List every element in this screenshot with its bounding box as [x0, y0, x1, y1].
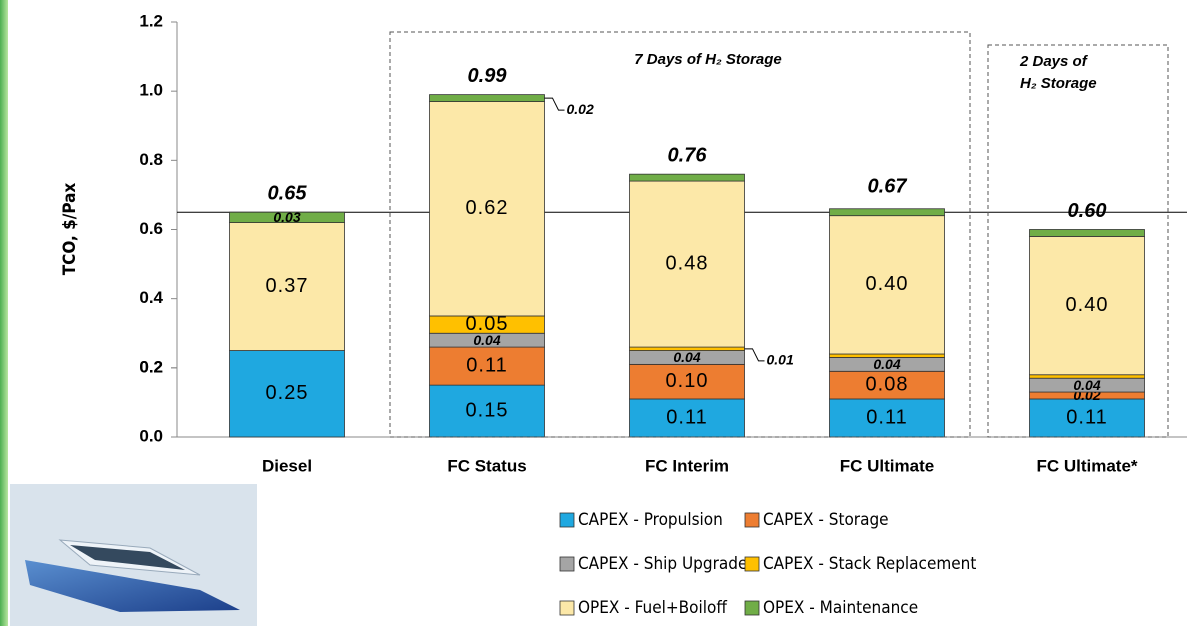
bar-segment: [829, 370, 945, 400]
y-tick-label: 0.0: [139, 426, 163, 445]
bar-segment: [429, 94, 545, 102]
bar-segment: [829, 353, 945, 358]
bar-segment: [829, 215, 945, 355]
value-label: 0.11: [466, 354, 507, 376]
total-label: 0.67: [868, 176, 908, 198]
ship-windows: [70, 545, 185, 570]
value-label: 0.11: [1066, 406, 1107, 428]
group-box: [987, 44, 1169, 438]
bar-segment: [1029, 236, 1145, 376]
annotation: H₂ Storage: [1020, 75, 1097, 92]
callout-line: [744, 348, 765, 362]
y-tick-label: 0.2: [139, 357, 163, 376]
bar-segment: [229, 222, 345, 351]
page-edge: [0, 0, 8, 626]
bar-segment: [1029, 229, 1145, 237]
y-tick-label: 0.8: [139, 150, 163, 169]
value-label: 0.04: [1073, 377, 1100, 393]
value-label: 0.04: [673, 349, 700, 365]
value-label: 0.04: [873, 356, 900, 372]
callout-line: [544, 97, 565, 111]
y-tick-label: 0.2: [139, 357, 163, 376]
legend-swatch: [559, 512, 575, 528]
bar-segment: [1029, 398, 1145, 438]
bar-segment: [429, 384, 545, 438]
ship-hull: [25, 560, 240, 612]
legend-label: CAPEX - Ship Upgrade: [578, 554, 747, 574]
y-tick-label: 1.2: [139, 11, 163, 30]
y-axis-label: TCO, $/Pax: [60, 183, 80, 276]
annotation: 7 Days of H₂ Storage: [634, 51, 781, 68]
bar-segment: [629, 346, 745, 351]
value-label: 0.40: [866, 273, 909, 295]
plot: 0.00.20.40.60.81.00.21.2Diesel0.250.370.…: [139, 11, 1187, 475]
y-tick-label: 1.0: [139, 81, 163, 100]
value-label: 0.11: [866, 406, 907, 428]
x-tick-label: FC Status: [447, 456, 526, 475]
bar-segment: [229, 211, 345, 223]
value-label: 0.25: [266, 382, 309, 404]
bar-segment: [229, 350, 345, 438]
bar-segment: [629, 363, 745, 400]
total-label: 0.99: [468, 65, 508, 87]
annotation: 2 Days of: [1019, 53, 1089, 70]
total-label: 0.76: [668, 144, 708, 166]
total-label: 0.60: [1068, 200, 1107, 222]
value-label: 0.37: [266, 275, 309, 297]
value-label: 0.01: [767, 352, 794, 368]
value-label: 0.11: [666, 406, 707, 428]
total-label: 0.65: [268, 182, 308, 204]
legend-label: OPEX - Maintenance: [763, 598, 918, 618]
y-tick-label: 0.6: [139, 219, 163, 238]
value-label: 0.04: [473, 332, 500, 348]
value-label: 0.08: [866, 373, 909, 395]
legend-swatch: [744, 600, 760, 616]
value-label: 0.15: [466, 399, 509, 421]
value-label: 0.62: [466, 197, 509, 219]
legend-label: OPEX - Fuel+Boiloff: [578, 598, 727, 618]
value-label: 0.02: [567, 101, 594, 117]
legend-label: CAPEX - Stack Replacement: [763, 554, 976, 574]
bar-segment: [429, 101, 545, 317]
legend-swatch: [744, 556, 760, 572]
legend-label: CAPEX - Storage: [763, 510, 889, 530]
bar-segment: [429, 346, 545, 386]
bar-segment: [629, 173, 745, 182]
bar-segment: [629, 180, 745, 348]
x-tick-label: FC Ultimate: [840, 456, 934, 475]
legend-swatch: [559, 556, 575, 572]
value-label: 0.40: [1066, 294, 1109, 316]
bar-segment: [1029, 374, 1145, 379]
x-tick-label: FC Interim: [645, 456, 729, 475]
value-label: 0.10: [666, 370, 709, 392]
x-tick-label: FC Ultimate*: [1036, 456, 1137, 475]
value-label: 0.05: [466, 313, 509, 335]
legend-swatch: [744, 512, 760, 528]
x-tick-label: Diesel: [262, 456, 312, 475]
bar-segment: [829, 208, 945, 217]
group-box: [389, 31, 971, 438]
y-tick-label: 0.4: [139, 288, 163, 307]
value-label: 0.03: [273, 209, 300, 225]
legend-label: CAPEX - Propulsion: [578, 510, 723, 530]
ship-image: [10, 484, 257, 626]
legend-swatch: [559, 600, 575, 616]
bar-segment: [829, 398, 945, 438]
value-label: 0.48: [666, 252, 709, 274]
